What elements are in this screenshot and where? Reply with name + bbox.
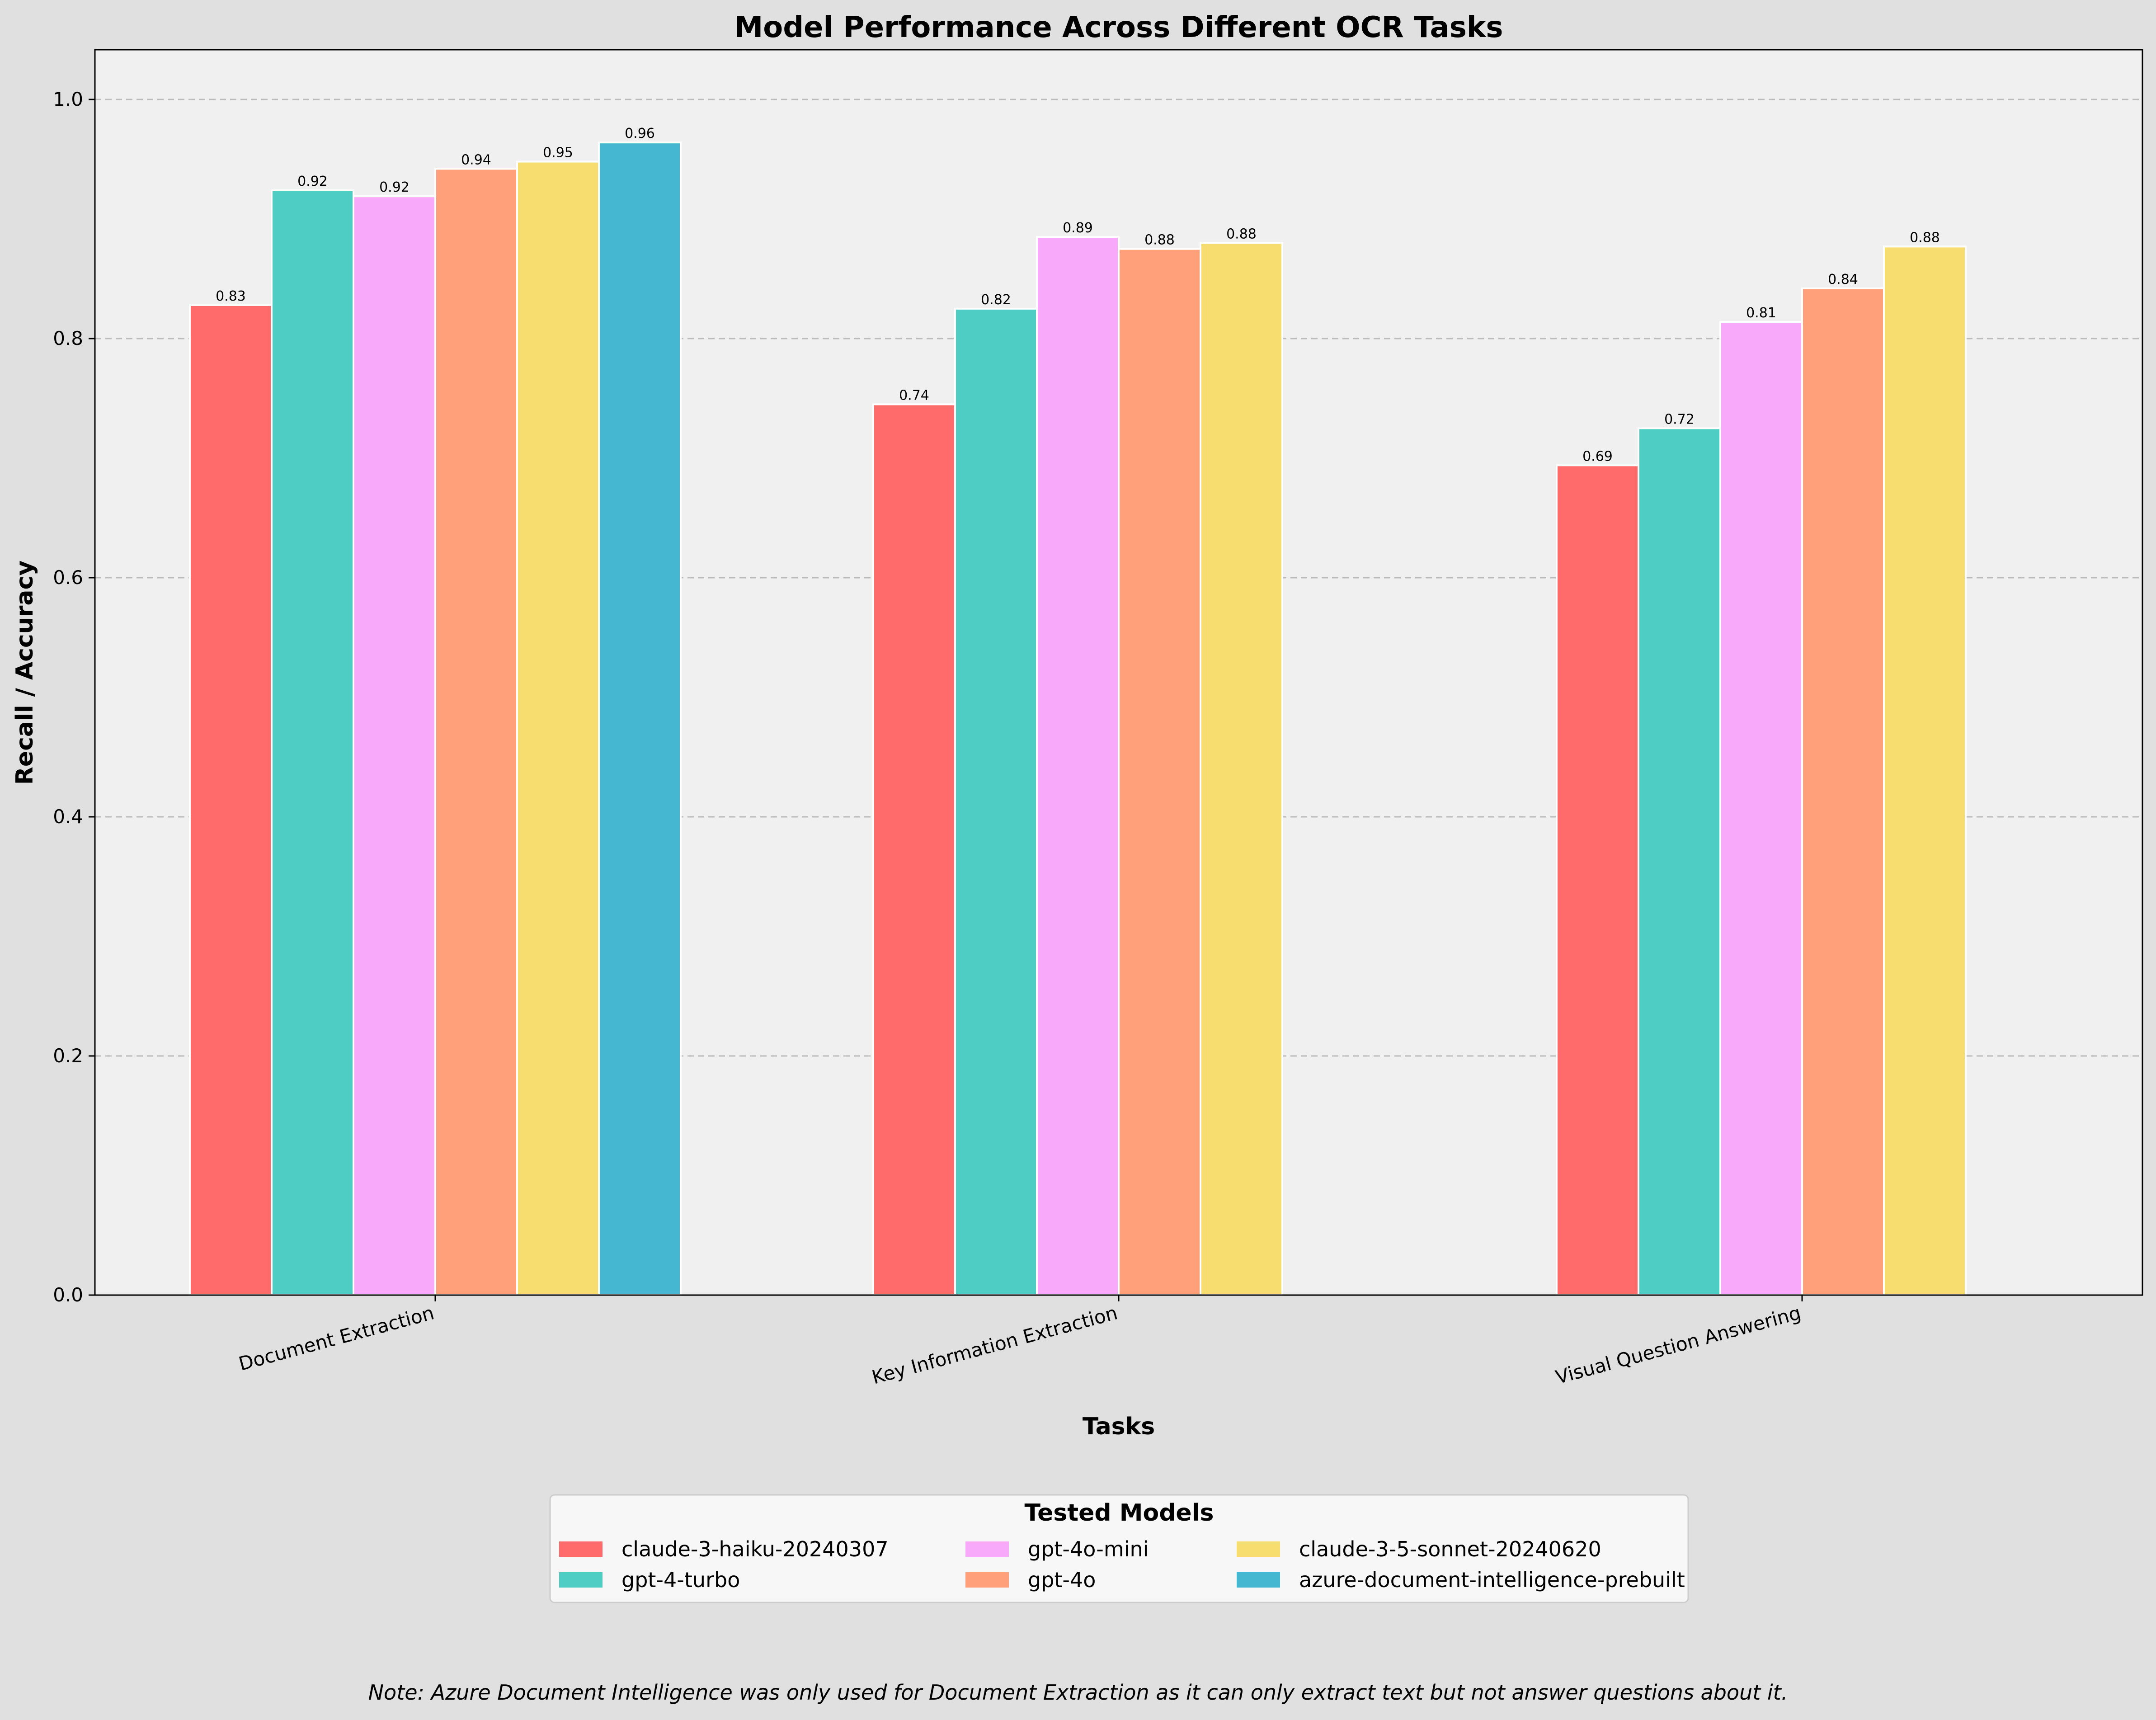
- y-tick-label: 0.4: [53, 806, 83, 828]
- y-axis: 0.0 0.2 0.4 0.6 0.8 1.0: [53, 88, 95, 1306]
- bar-value-label: 0.95: [543, 145, 573, 161]
- bar: [353, 195, 436, 1296]
- legend-label: claude-3-5-sonnet-20240620: [1299, 1537, 1601, 1561]
- legend-swatch: [1237, 1541, 1280, 1557]
- legend-swatch: [1237, 1572, 1280, 1588]
- legend-title: Tested Models: [1025, 1499, 1214, 1527]
- y-axis-label: Recall / Accuracy: [11, 561, 38, 785]
- legend-label: gpt-4o: [1028, 1568, 1096, 1592]
- legend-swatch: [965, 1572, 1009, 1588]
- bar-value-label: 0.88: [1910, 230, 1940, 245]
- bar: [1118, 248, 1201, 1296]
- legend-swatch: [965, 1541, 1009, 1557]
- data-labels: 0.83 0.92 0.92 0.94 0.95 0.96 0.74 0.82 0.89 0.88…: [216, 126, 1940, 464]
- bar-value-label: 0.88: [1144, 232, 1175, 248]
- bar: [954, 307, 1038, 1296]
- legend-items: claude-3-haiku-20240307 gpt-4-turbo gpt-4o…: [559, 1537, 1685, 1592]
- bar-value-label: 0.69: [1582, 448, 1613, 464]
- bar: [872, 403, 956, 1296]
- bar: [1801, 287, 1885, 1296]
- y-tick-label: 0.8: [53, 327, 83, 349]
- bars: [189, 141, 1967, 1296]
- legend-label: azure-document-intelligence-prebuilt: [1299, 1568, 1685, 1592]
- legend-box: [549, 1494, 1689, 1603]
- bar-value-label: 0.82: [981, 292, 1011, 308]
- legend-swatch: [559, 1572, 603, 1588]
- y-tick-label: 0.6: [53, 566, 83, 589]
- bar: [1036, 236, 1120, 1296]
- bar-value-label: 0.88: [1226, 226, 1257, 242]
- legend-label: gpt-4o-mini: [1028, 1537, 1149, 1561]
- y-tick-label: 0.0: [53, 1284, 83, 1306]
- bar-value-label: 0.89: [1063, 220, 1093, 236]
- bar: [1638, 427, 1721, 1296]
- bar: [434, 168, 518, 1296]
- bar: [1200, 242, 1283, 1296]
- chart-title: Model Performance Across Different OCR T…: [734, 11, 1503, 44]
- y-tick-label: 0.2: [53, 1045, 83, 1067]
- bar: [189, 304, 273, 1296]
- bar-value-label: 0.92: [297, 174, 328, 189]
- bar-value-label: 0.84: [1828, 272, 1858, 287]
- bar: [598, 141, 682, 1296]
- bar-value-label: 0.72: [1664, 411, 1695, 427]
- footnote: Note: Azure Document Intelligence was on…: [368, 1680, 1788, 1705]
- legend-label: gpt-4-turbo: [621, 1568, 740, 1592]
- bar: [1556, 464, 1639, 1296]
- bar-value-label: 0.74: [899, 387, 929, 403]
- bar: [1883, 245, 1967, 1296]
- bar: [516, 160, 600, 1296]
- legend-swatch: [559, 1541, 603, 1557]
- bar: [1719, 320, 1803, 1296]
- bar-value-label: 0.94: [461, 152, 491, 168]
- legend-label: claude-3-haiku-20240307: [621, 1537, 889, 1561]
- x-axis-label: Tasks: [1083, 1413, 1155, 1440]
- y-tick-label: 1.0: [53, 88, 83, 110]
- bar-value-label: 0.92: [379, 179, 410, 195]
- bar-value-label: 0.83: [216, 288, 246, 304]
- legend: Tested Models claude-3-haiku-20240307 gpt…: [549, 1494, 1689, 1603]
- bar-value-label: 0.96: [625, 126, 655, 141]
- bar-value-label: 0.81: [1746, 305, 1776, 321]
- bar: [271, 189, 354, 1296]
